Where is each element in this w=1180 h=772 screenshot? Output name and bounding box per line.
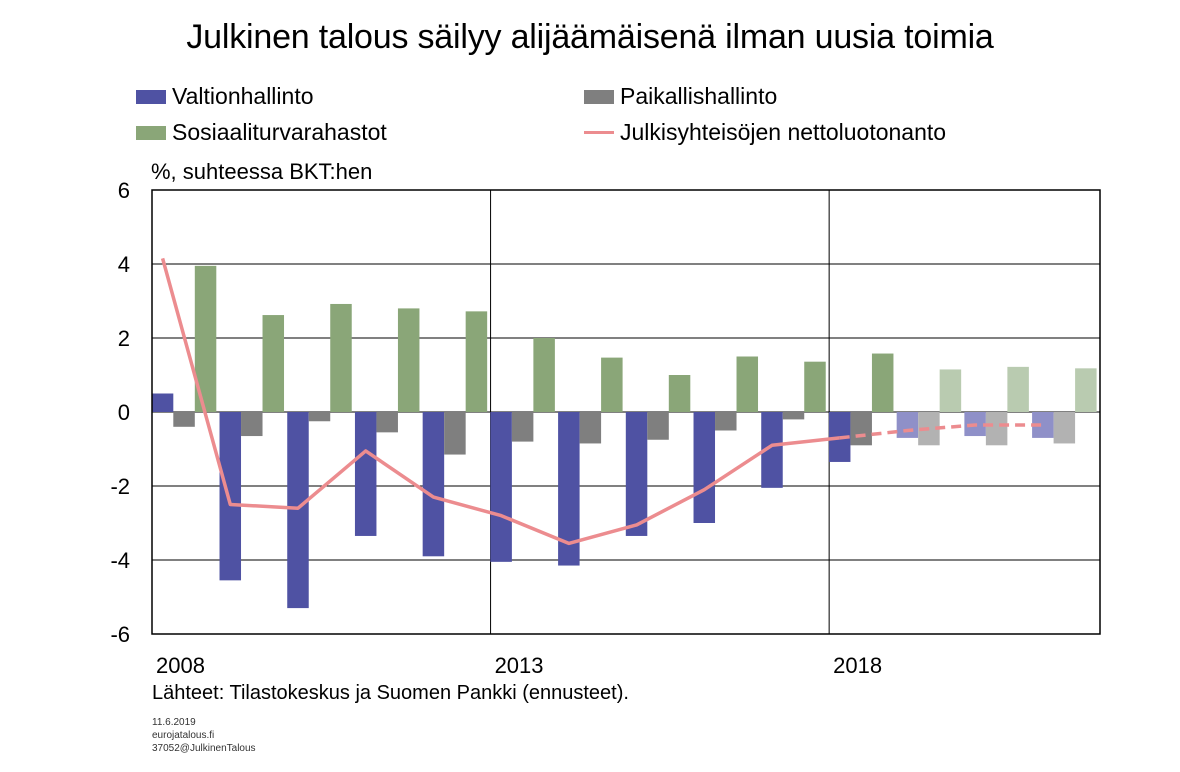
footer-site: eurojatalous.fi <box>152 730 215 741</box>
bar-valtionhallinto-2021 <box>1032 412 1054 438</box>
chart-title: Julkinen talous säilyy alijäämäisenä ilm… <box>186 18 994 56</box>
legend-label: Valtionhallinto <box>172 83 314 109</box>
bar-sosiaaliturvarahastot-2015 <box>668 375 691 412</box>
bar-sosiaaliturvarahastot-2009 <box>262 315 285 412</box>
bar-sosiaaliturvarahastot-2013 <box>533 338 555 412</box>
bar-sosiaaliturvarahastot-2012 <box>465 311 488 412</box>
bar-paikallishallinto-2011 <box>376 412 398 433</box>
footer-id: 37052@JulkinenTalous <box>152 743 256 754</box>
x-tick-label: 2018 <box>833 653 882 678</box>
bar-paikallishallinto-2017 <box>782 412 805 420</box>
bar-paikallishallinto-2015 <box>647 412 669 440</box>
footer-date: 11.6.2019 <box>152 717 196 728</box>
legend-swatch-valtionhallinto <box>136 89 166 104</box>
legend-item-paikallishallinto: Paikallishallinto <box>584 83 777 110</box>
bar-valtionhallinto-2013 <box>490 412 512 562</box>
bar-valtionhallinto-2011 <box>354 412 377 536</box>
y-tick-label: 0 <box>118 400 130 425</box>
bar-sosiaaliturvarahastot-2016 <box>736 356 759 412</box>
legend-item-nettoluotonanto: Julkisyhteisöjen nettoluotonanto <box>584 119 946 146</box>
legend-label: Paikallishallinto <box>620 83 778 109</box>
footer-info: 11.6.2019 eurojatalous.fi 37052@Julkinen… <box>152 716 256 755</box>
bar-valtionhallinto-2017 <box>761 412 783 488</box>
legend-label: Sosiaaliturvarahastot <box>172 119 387 145</box>
bar-paikallishallinto-2018 <box>850 412 872 446</box>
legend-swatch-paikallishallinto <box>584 89 614 104</box>
bar-paikallishallinto-2021 <box>1053 412 1076 444</box>
bar-sosiaaliturvarahastot-2021 <box>1075 368 1097 412</box>
bar-valtionhallinto-2019 <box>896 412 919 438</box>
bar-valtionhallinto-2016 <box>693 412 716 523</box>
bar-valtionhallinto-2010 <box>287 412 309 609</box>
legend-label: Julkisyhteisöjen nettoluotonanto <box>620 119 947 145</box>
bar-valtionhallinto-2015 <box>625 412 648 536</box>
bar-sosiaaliturvarahastot-2019 <box>939 369 962 412</box>
bar-sosiaaliturvarahastot-2020 <box>1007 366 1029 412</box>
legend-item-sosiaaliturvarahastot: Sosiaaliturvarahastot <box>136 119 387 146</box>
bar-paikallishallinto-2016 <box>715 412 737 431</box>
bar-valtionhallinto-2008 <box>151 393 174 412</box>
bar-paikallishallinto-2008 <box>173 412 195 427</box>
legend-line-nettoluotonanto <box>584 131 614 134</box>
y-tick-label: 4 <box>118 252 130 277</box>
legend-item-valtionhallinto: Valtionhallinto <box>136 83 314 110</box>
bar-sosiaaliturvarahastot-2014 <box>601 357 623 412</box>
plot-area-border <box>151 189 1101 635</box>
bar-valtionhallinto-2014 <box>558 412 580 566</box>
y-axis-unit-label: %, suhteessa BKT:hen <box>151 159 373 184</box>
bar-paikallishallinto-2010 <box>308 412 331 422</box>
bar-sosiaaliturvarahastot-2017 <box>804 361 826 412</box>
bar-paikallishallinto-2014 <box>579 412 602 444</box>
y-tick-label: -4 <box>110 548 130 573</box>
bar-sosiaaliturvarahastot-2018 <box>871 353 894 412</box>
legend-swatch-sosiaaliturvarahastot <box>136 125 166 140</box>
y-tick-label: -6 <box>110 622 130 647</box>
bar-valtionhallinto-2012 <box>422 412 445 557</box>
y-tick-label: -2 <box>110 474 130 499</box>
bar-paikallishallinto-2012 <box>444 412 466 455</box>
bar-sosiaaliturvarahastot-2011 <box>397 308 420 412</box>
bar-valtionhallinto-2009 <box>219 412 242 581</box>
y-tick-label: 2 <box>118 326 130 351</box>
bar-paikallishallinto-2009 <box>241 412 263 437</box>
bar-paikallishallinto-2013 <box>511 412 534 442</box>
y-tick-label: 6 <box>118 178 130 203</box>
line-nettoluotonanto-forecast <box>839 423 1043 440</box>
bar-sosiaaliturvarahastot-2010 <box>330 303 352 412</box>
bar-sosiaaliturvarahastot-2008 <box>194 265 217 412</box>
x-tick-label: 2013 <box>495 653 544 678</box>
line-nettoluotonanto-actual <box>160 257 840 546</box>
x-tick-label: 2008 <box>156 653 205 678</box>
source-note: Lähteet: Tilastokeskus ja Suomen Pankki … <box>152 682 629 704</box>
bar-paikallishallinto-2020 <box>985 412 1008 446</box>
